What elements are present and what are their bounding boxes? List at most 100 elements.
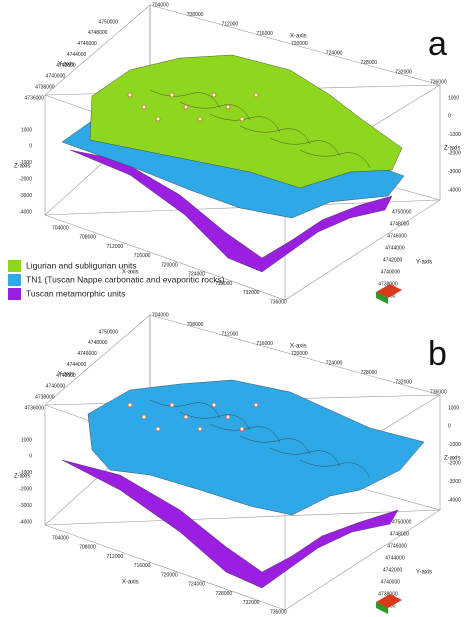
left-y-tick-label: 4744000 xyxy=(67,362,87,368)
bottom-x-tick-label: 720000 xyxy=(161,262,178,268)
well-marker xyxy=(253,92,259,98)
well-marker xyxy=(127,402,133,408)
left-y-tick-label: 4748000 xyxy=(88,340,108,346)
contour-line xyxy=(269,447,341,467)
bottom-x-tick-label: 712000 xyxy=(107,244,124,250)
left-y-tick-label: 4736000 xyxy=(25,95,45,101)
well-marker xyxy=(225,414,231,420)
purple-surface xyxy=(69,149,393,273)
panel: 704000 708000 712000 716000 720000 724000 7280… xyxy=(8,2,461,305)
x-axis-title: X-axis xyxy=(290,344,307,350)
bottom-x-tick-label: 732000 xyxy=(243,290,260,296)
top-x-tick-label: 716000 xyxy=(256,31,273,37)
bottom-x-tick-label: 728000 xyxy=(216,281,233,287)
y-axis-title: Y-axis xyxy=(416,260,432,266)
contour-line xyxy=(209,113,281,133)
right-z-tick-label: 1000 xyxy=(448,95,459,101)
bottom-x-tick-label: 716000 xyxy=(134,563,151,569)
left-z-tick-label: -4000 xyxy=(19,209,32,215)
y-axis-title: Y-axis xyxy=(58,372,74,378)
contour-line xyxy=(209,423,281,443)
contour-line xyxy=(149,89,221,109)
well-marker xyxy=(211,402,217,408)
orientation-icon xyxy=(376,594,402,608)
left-z-tick-label: -4000 xyxy=(19,519,32,525)
well-marker xyxy=(183,104,189,110)
top-x-tick-label: 712000 xyxy=(222,332,239,338)
right-y-tick-label: 4738000 xyxy=(378,281,398,287)
left-z-tick-label: -1000 xyxy=(19,160,32,166)
z-axis-title: Z-axis xyxy=(14,474,30,480)
left-y-tick-label: 4746000 xyxy=(77,41,97,47)
top-x-tick-label: 728000 xyxy=(361,370,378,376)
bottom-x-tick-label: 708000 xyxy=(79,545,96,551)
left-y-tick-label: 4746000 xyxy=(77,351,97,357)
well-marker xyxy=(239,426,245,432)
contour-line xyxy=(179,101,251,121)
right-z-tick-label: 1000 xyxy=(448,405,459,411)
bottom-x-tick-label: 720000 xyxy=(161,572,178,578)
purple-surface xyxy=(61,459,399,589)
right-z-tick-label: -4000 xyxy=(448,187,461,193)
well-marker xyxy=(183,414,189,420)
top-x-tick-label: 708000 xyxy=(187,322,204,328)
right-z-tick-label: -2000 xyxy=(448,461,461,467)
right-y-tick-label: 4742000 xyxy=(383,257,403,263)
legend-label: Ligurian and subligurian units xyxy=(26,260,137,270)
well-marker xyxy=(141,414,147,420)
left-y-tick-label: 4742000 xyxy=(56,63,76,69)
bottom-x-tick-label: 716000 xyxy=(134,253,151,259)
blue-surface xyxy=(87,379,425,516)
left-z-tick-label: 0 xyxy=(29,144,32,150)
panel-label: a xyxy=(428,25,447,63)
right-y-tick-label: 4744000 xyxy=(385,245,405,251)
left-z-tick-label: -3000 xyxy=(19,503,32,509)
well-marker xyxy=(253,402,259,408)
z-axis-title: Z-axis xyxy=(444,146,460,152)
top-x-tick-label: 724000 xyxy=(326,50,343,56)
right-z-tick-label: -1000 xyxy=(448,442,461,448)
top-x-tick-label: 704000 xyxy=(152,312,169,318)
x-axis-title: X-axis xyxy=(122,580,139,586)
top-x-tick-label: 732000 xyxy=(395,380,412,386)
right-y-tick-label: 4748000 xyxy=(390,531,410,537)
right-y-tick-label: 4750000 xyxy=(392,519,412,525)
bottom-x-tick-label: 724000 xyxy=(188,582,205,588)
contour-line xyxy=(239,125,311,145)
contour-line xyxy=(239,435,311,455)
left-z-tick-label: 1000 xyxy=(21,127,32,133)
well-marker xyxy=(155,426,161,432)
top-x-tick-label: 724000 xyxy=(326,360,343,366)
right-z-tick-label: 0 xyxy=(448,114,451,120)
top-x-tick-label: 728000 xyxy=(361,60,378,66)
well-marker xyxy=(169,92,175,98)
bottom-x-tick-label: 708000 xyxy=(79,235,96,241)
well-marker xyxy=(225,104,231,110)
z-axis-title: Z-axis xyxy=(14,164,30,170)
well-marker xyxy=(155,116,161,122)
right-y-tick-label: 4742000 xyxy=(383,567,403,573)
left-y-tick-label: 4740000 xyxy=(46,384,66,390)
x-axis-title: X-axis xyxy=(122,270,139,276)
panel-label: b xyxy=(428,335,447,373)
right-z-tick-label: -1000 xyxy=(448,132,461,138)
left-z-tick-label: -2000 xyxy=(19,487,32,493)
top-x-tick-label: 720000 xyxy=(291,41,308,47)
left-y-tick-label: 4736000 xyxy=(25,405,45,411)
right-y-tick-label: 4740000 xyxy=(381,579,401,585)
contour-line xyxy=(299,149,371,169)
legend-label: Tuscan metamorphic units xyxy=(26,288,125,298)
top-x-tick-label: 736000 xyxy=(430,389,447,395)
right-z-tick-label: -2000 xyxy=(448,151,461,157)
y-axis-title: Y-axis xyxy=(416,570,432,576)
top-x-tick-label: 732000 xyxy=(395,70,412,76)
bottom-x-tick-label: 724000 xyxy=(188,272,205,278)
legend-swatch xyxy=(8,274,21,286)
right-z-tick-label: -4000 xyxy=(448,497,461,503)
left-y-tick-label: 4740000 xyxy=(46,74,66,80)
top-x-tick-label: 712000 xyxy=(222,22,239,28)
bottom-x-tick-label: 728000 xyxy=(216,591,233,597)
left-y-tick-label: 4738000 xyxy=(35,84,55,90)
left-z-tick-label: -2000 xyxy=(19,177,32,183)
